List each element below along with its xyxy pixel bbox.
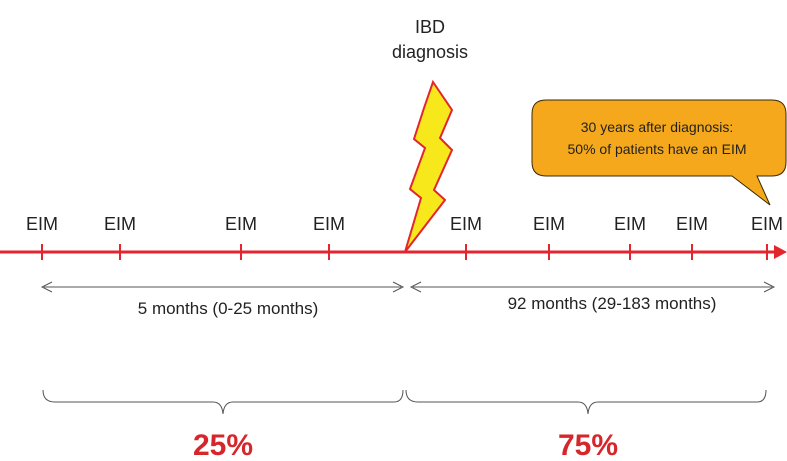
after-arrow-right-icon: [763, 281, 776, 293]
after-duration-label: 92 months (29-183 months): [508, 294, 717, 313]
lightning-bolt-icon: [404, 79, 454, 253]
eim-label: EIM: [450, 214, 482, 234]
before-bracket: [42, 389, 404, 415]
eim-label: EIM: [533, 214, 565, 234]
callout-line2: 50% of patients have an EIM: [568, 141, 747, 157]
callout-bubble: [531, 99, 787, 206]
after-arrow-left-icon: [409, 281, 422, 293]
eim-label: EIM: [676, 214, 708, 234]
eim-label: EIM: [26, 214, 58, 234]
callout-line1: 30 years after diagnosis:: [581, 119, 734, 135]
eim-label: EIM: [313, 214, 345, 234]
before-percent: 25%: [193, 429, 253, 461]
eim-label: EIM: [614, 214, 646, 234]
before-duration-label: 5 months (0-25 months): [138, 299, 318, 318]
eim-label: EIM: [104, 214, 136, 234]
timeline-arrow-icon: [774, 245, 787, 259]
after-percent: 75%: [558, 429, 618, 461]
before-arrow-left-icon: [40, 281, 53, 293]
before-arrow-right-icon: [392, 281, 405, 293]
diagnosis-label-line2: diagnosis: [392, 42, 468, 62]
diagnosis-label-line1: IBD: [415, 17, 445, 37]
eim-label: EIM: [225, 214, 257, 234]
eim-label: EIM: [751, 214, 783, 234]
after-bracket: [405, 389, 767, 415]
